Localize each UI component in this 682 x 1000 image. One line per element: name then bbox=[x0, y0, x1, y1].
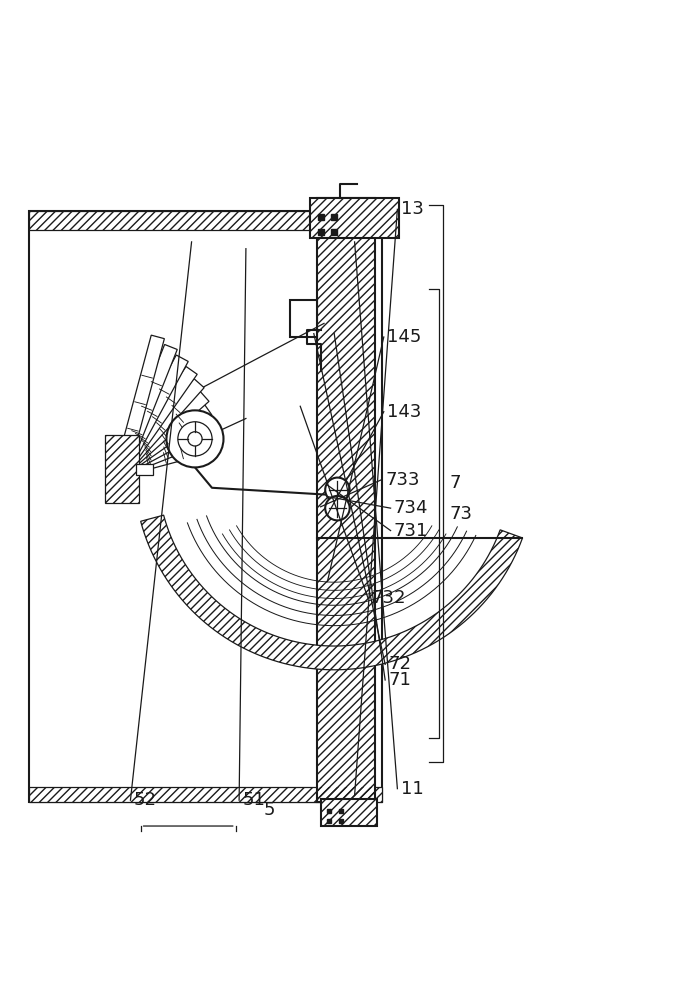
Bar bbox=[29, 211, 382, 230]
Circle shape bbox=[188, 432, 202, 446]
Bar bbox=[105, 435, 139, 503]
Bar bbox=[29, 211, 382, 802]
Polygon shape bbox=[116, 344, 177, 472]
Bar bbox=[29, 211, 382, 230]
Text: 732: 732 bbox=[372, 589, 406, 607]
Polygon shape bbox=[116, 335, 164, 471]
Text: 145: 145 bbox=[387, 328, 421, 346]
Text: 73: 73 bbox=[449, 505, 473, 523]
Circle shape bbox=[166, 410, 224, 467]
Polygon shape bbox=[140, 515, 522, 670]
Bar bbox=[321, 799, 377, 826]
Text: 5: 5 bbox=[264, 801, 276, 819]
Text: 13: 13 bbox=[401, 200, 424, 218]
Bar bbox=[29, 787, 382, 802]
Bar bbox=[29, 787, 382, 802]
Text: 11: 11 bbox=[401, 780, 424, 798]
Bar bbox=[290, 300, 317, 337]
Text: 52: 52 bbox=[134, 791, 157, 809]
Bar bbox=[310, 198, 399, 238]
Bar bbox=[317, 198, 375, 802]
Bar bbox=[105, 435, 139, 503]
Circle shape bbox=[178, 422, 212, 456]
Text: 733: 733 bbox=[385, 471, 419, 489]
Polygon shape bbox=[119, 416, 213, 475]
Polygon shape bbox=[117, 367, 197, 473]
Polygon shape bbox=[117, 379, 204, 474]
Bar bbox=[310, 198, 399, 238]
Polygon shape bbox=[117, 355, 188, 473]
Bar bbox=[136, 464, 153, 475]
Text: 731: 731 bbox=[394, 522, 428, 540]
Polygon shape bbox=[121, 440, 209, 476]
Text: 51: 51 bbox=[243, 791, 265, 809]
Polygon shape bbox=[120, 429, 212, 476]
Text: 72: 72 bbox=[389, 655, 411, 673]
Bar bbox=[321, 799, 377, 826]
Text: 734: 734 bbox=[394, 499, 428, 517]
Text: 71: 71 bbox=[389, 671, 411, 689]
Polygon shape bbox=[118, 391, 209, 475]
Bar bbox=[317, 198, 375, 802]
Polygon shape bbox=[119, 404, 212, 475]
Text: 143: 143 bbox=[387, 403, 421, 421]
Circle shape bbox=[325, 478, 350, 502]
Circle shape bbox=[325, 496, 350, 520]
Text: 7: 7 bbox=[449, 474, 461, 492]
